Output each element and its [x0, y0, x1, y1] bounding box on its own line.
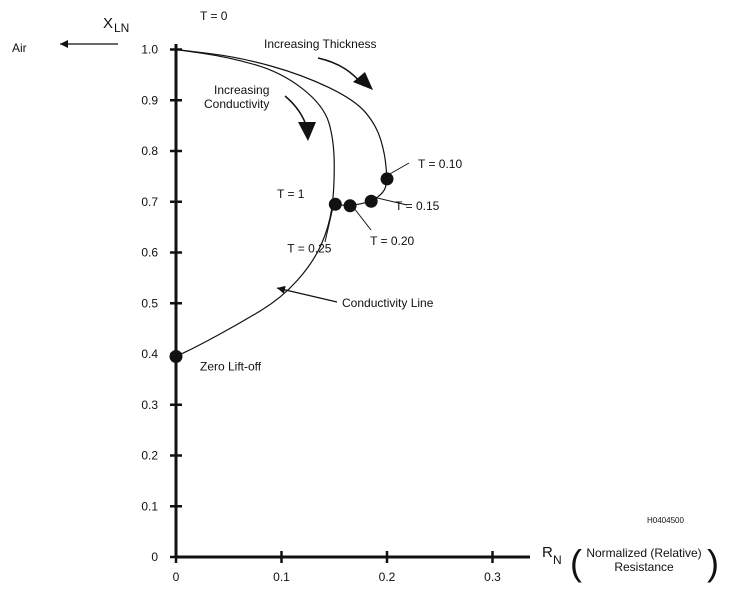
data-point-marker — [380, 172, 394, 186]
axes-layer — [174, 44, 530, 559]
annotation-layer: X LN T = 0 Air Increasing Thickness Incr… — [12, 9, 719, 583]
leader-t020 — [349, 202, 372, 231]
data-point-marker — [364, 194, 378, 208]
y-tick-label: 0 — [151, 550, 158, 564]
x-axis-paren-line2: Resistance — [614, 560, 674, 574]
x-tick-label: 0.1 — [273, 570, 290, 584]
y-tick-label: 0.5 — [141, 296, 158, 310]
data-point-marker — [343, 199, 357, 213]
y-tick-label: 0.7 — [141, 195, 158, 209]
x-axis-paren-line1: Normalized (Relative) — [586, 546, 701, 560]
x-axis-paren-right: ) — [707, 542, 719, 583]
leader-t025 — [324, 202, 335, 243]
leader-t015 — [372, 196, 408, 206]
x-tick-label: 0.2 — [379, 570, 396, 584]
x-axis-title-sub: N — [553, 553, 562, 567]
t0-label: T = 0 — [200, 9, 228, 23]
y-tick-label: 0.9 — [141, 93, 158, 107]
data-point-label: T = 0.15 — [395, 199, 439, 213]
increasing-conductivity-label-line1: Increasing — [214, 83, 269, 97]
series-curve-1 — [175, 48, 388, 179]
increasing-thickness-arrowhead — [353, 72, 373, 90]
x-tick-label: 0 — [173, 570, 180, 584]
y-tick-label: 1.0 — [141, 43, 158, 57]
x-axis-paren-left: ( — [570, 542, 582, 583]
increasing-conductivity-arrowhead — [298, 122, 316, 141]
y-tick-label: 0.6 — [141, 246, 158, 260]
y-tick-label: 0.1 — [141, 499, 158, 513]
data-point-label: T = 0.10 — [418, 157, 462, 171]
x-axis-ticks: 0 0.1 0.2 0.3 — [173, 551, 501, 584]
increasing-thickness-label: Increasing Thickness — [264, 37, 377, 51]
data-point-label: T = 0.20 — [370, 234, 414, 248]
y-tick-label: 0.3 — [141, 398, 158, 412]
air-label: Air — [12, 41, 27, 55]
conductivity-line-label: Conductivity Line — [342, 296, 434, 310]
leader-t010 — [387, 162, 410, 176]
data-point-label: T = 0.25 — [287, 241, 331, 255]
y-axis-title-main: X — [103, 15, 113, 32]
marker-layer: T = 0.10 T = 0.15 T = 0.20 T = 0.25 Zero Lif… — [169, 157, 462, 374]
y-tick-label: 0.2 — [141, 449, 158, 463]
series-curve-2 — [334, 178, 388, 206]
y-axis-title-sub: LN — [114, 21, 129, 35]
figure-id: H0404500 — [647, 516, 684, 525]
y-tick-label: 0.8 — [141, 144, 158, 158]
increasing-conductivity-label-line2: Conductivity — [204, 97, 269, 111]
data-point-marker — [328, 197, 342, 211]
y-tick-label: 0.4 — [141, 347, 158, 361]
x-axis-title-main: R — [542, 544, 553, 561]
x-tick-label: 0.3 — [484, 570, 501, 584]
y-axis-ticks: 0 0.1 0.2 0.3 0.4 0.5 0.6 0.7 0.8 0.9 1.0 — [141, 43, 182, 564]
data-point-label: Zero Lift-off — [200, 360, 262, 374]
data-point-marker — [169, 350, 183, 364]
conductivity-line-arrow — [276, 285, 338, 303]
t1-label: T = 1 — [277, 187, 305, 201]
